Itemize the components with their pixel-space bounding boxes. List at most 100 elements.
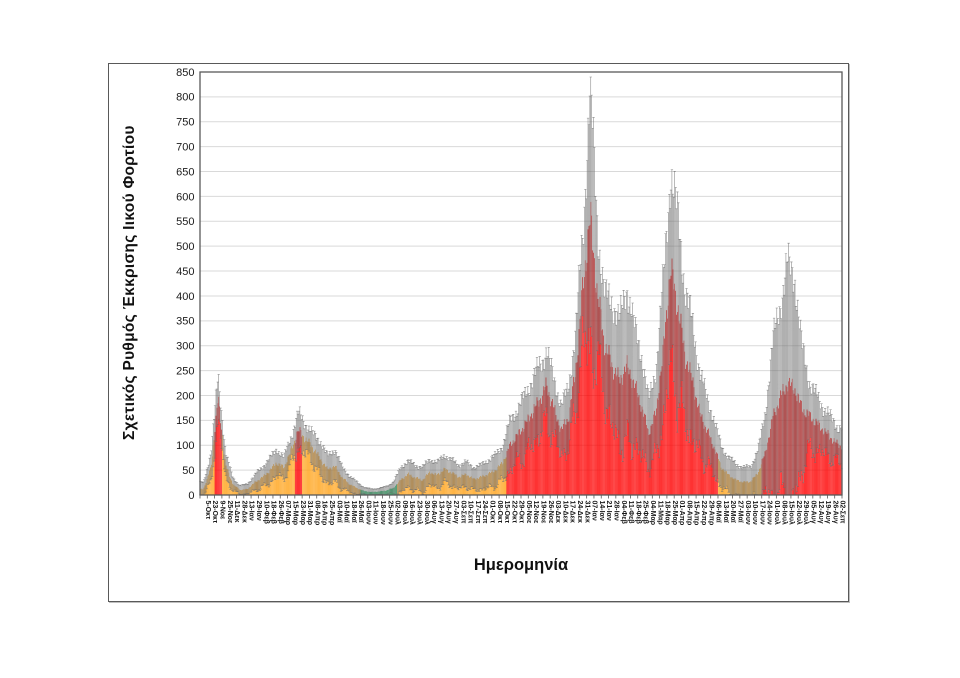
svg-text:02-Σεπ: 02-Σεπ — [839, 501, 846, 525]
svg-text:03-Ιουν: 03-Ιουν — [744, 501, 751, 525]
svg-text:11-Δεκ: 11-Δεκ — [233, 501, 240, 523]
svg-text:08-Οκτ: 08-Οκτ — [496, 501, 503, 524]
svg-text:04-Μαρ: 04-Μαρ — [649, 501, 656, 526]
svg-text:26-Μαϊ: 26-Μαϊ — [357, 501, 364, 524]
svg-text:15-Μαρ: 15-Μαρ — [291, 501, 298, 526]
y-axis-title: Σχετικός Ρυθμός Έκκρισης Ιικού Φορτίου — [121, 125, 138, 441]
svg-text:11-Μαρ: 11-Μαρ — [656, 501, 663, 526]
svg-text:01-Οκτ: 01-Οκτ — [488, 501, 495, 524]
svg-text:350: 350 — [176, 316, 194, 328]
svg-text:23-Οκτ: 23-Οκτ — [211, 501, 218, 524]
svg-text:25-Μαρ: 25-Μαρ — [671, 501, 678, 526]
svg-text:07-Ιαν: 07-Ιαν — [591, 501, 598, 521]
svg-text:09-Ιουλ: 09-Ιουλ — [401, 501, 409, 525]
svg-text:05-Αυγ: 05-Αυγ — [809, 501, 816, 524]
svg-text:03-Ιουν: 03-Ιουν — [364, 501, 371, 525]
svg-text:18-Μαρ: 18-Μαρ — [664, 501, 671, 526]
svg-text:17-Σεπ: 17-Σεπ — [474, 501, 481, 525]
svg-text:24-Δεκ: 24-Δεκ — [576, 501, 583, 523]
svg-text:10-Σεπ: 10-Σεπ — [467, 501, 474, 525]
svg-text:05-Νοε: 05-Νοε — [525, 501, 532, 524]
svg-text:08-Απρ: 08-Απρ — [313, 501, 320, 527]
svg-text:27-Μαϊ: 27-Μαϊ — [737, 501, 744, 524]
svg-text:26-Φεβ: 26-Φεβ — [277, 501, 284, 525]
svg-text:06-Μαϊ: 06-Μαϊ — [715, 501, 722, 524]
svg-text:700: 700 — [176, 142, 194, 154]
viral-load-chart-figure: 5-Οκτ 23-Οκτ 9-Νοε 25-Νοε 11-Δεκ 28-Δεκ 13-Ιαν… — [108, 63, 849, 602]
svg-text:20-Αυγ: 20-Αυγ — [445, 501, 452, 524]
svg-text:20-Μαϊ: 20-Μαϊ — [729, 501, 736, 524]
svg-text:16-Απρ: 16-Απρ — [321, 501, 328, 527]
svg-text:01-Ιουλ: 01-Ιουλ — [773, 501, 781, 525]
svg-text:14-Ιαν: 14-Ιαν — [598, 501, 605, 521]
svg-text:25-Απρ: 25-Απρ — [328, 501, 335, 527]
gridlines — [200, 72, 842, 495]
svg-text:19-Νοε: 19-Νοε — [540, 501, 547, 524]
svg-text:15-Απρ: 15-Απρ — [693, 501, 700, 527]
svg-text:550: 550 — [176, 216, 194, 228]
svg-text:29-Οκτ: 29-Οκτ — [518, 501, 525, 524]
svg-text:25-Φεβ: 25-Φεβ — [642, 501, 649, 525]
svg-text:15-Ιουλ: 15-Ιουλ — [788, 501, 796, 525]
svg-text:08-Ιουλ: 08-Ιουλ — [780, 501, 788, 525]
svg-text:21-Ιαν: 21-Ιαν — [605, 501, 612, 521]
x-axis-title: Ημερομηνία — [473, 556, 569, 574]
svg-text:10-Μαϊ: 10-Μαϊ — [343, 501, 350, 524]
svg-text:500: 500 — [176, 241, 194, 253]
svg-text:27-Αυγ: 27-Αυγ — [452, 501, 459, 524]
svg-text:01-Απρ: 01-Απρ — [678, 501, 685, 527]
svg-text:10-Ιουν: 10-Ιουν — [751, 501, 758, 525]
svg-text:28-Δεκ: 28-Δεκ — [240, 501, 247, 523]
svg-text:03-Σεπ: 03-Σεπ — [459, 501, 466, 525]
svg-text:5-Οκτ: 5-Οκτ — [204, 501, 211, 521]
svg-text:50: 50 — [182, 465, 194, 477]
svg-text:750: 750 — [176, 117, 194, 129]
svg-text:10-Φεβ: 10-Φεβ — [262, 501, 269, 525]
y-tick-labels: 0 50 100 150 200 250 300 350 400 450 500 550 600 650 7… — [176, 67, 194, 502]
svg-text:03-Δεκ: 03-Δεκ — [554, 501, 561, 523]
svg-text:19-Αυγ: 19-Αυγ — [824, 501, 831, 524]
svg-text:26-Αυγ: 26-Αυγ — [831, 501, 838, 524]
svg-text:18-Μαϊ: 18-Μαϊ — [350, 501, 357, 524]
svg-text:16-Ιουλ: 16-Ιουλ — [408, 501, 416, 525]
svg-text:12-Αυγ: 12-Αυγ — [817, 501, 824, 524]
svg-text:30-Ιουλ: 30-Ιουλ — [423, 501, 431, 525]
svg-text:24-Σεπ: 24-Σεπ — [481, 501, 488, 525]
svg-text:650: 650 — [176, 166, 194, 178]
svg-text:18-Ιουν: 18-Ιουν — [379, 501, 386, 525]
svg-text:02-Ιουλ: 02-Ιουλ — [394, 501, 402, 525]
svg-text:04-Φεβ: 04-Φεβ — [620, 501, 627, 525]
svg-text:300: 300 — [176, 341, 194, 353]
svg-text:150: 150 — [176, 415, 194, 427]
svg-text:13-Ιαν: 13-Ιαν — [248, 501, 255, 521]
svg-text:10-Δεκ: 10-Δεκ — [561, 501, 568, 523]
svg-text:9-Νοε: 9-Νοε — [219, 501, 226, 521]
svg-text:18-Φεβ: 18-Φεβ — [634, 501, 641, 525]
svg-text:15-Οκτ: 15-Οκτ — [503, 501, 510, 524]
svg-text:07-Μαρ: 07-Μαρ — [284, 501, 291, 526]
svg-text:11-Ιουν: 11-Ιουν — [372, 501, 379, 525]
svg-text:250: 250 — [176, 365, 194, 377]
svg-text:25-Νοε: 25-Νοε — [226, 501, 233, 524]
x-tick-marks — [199, 495, 843, 499]
svg-text:24-Ιουν: 24-Ιουν — [766, 501, 773, 525]
svg-text:06-Αυγ: 06-Αυγ — [430, 501, 437, 524]
svg-text:17-Δεκ: 17-Δεκ — [569, 501, 576, 523]
svg-text:400: 400 — [176, 291, 194, 303]
svg-text:25-Ιουν: 25-Ιουν — [386, 501, 393, 525]
svg-text:600: 600 — [176, 191, 194, 203]
svg-text:03-Μαϊ: 03-Μαϊ — [335, 501, 342, 524]
svg-text:13-Μαϊ: 13-Μαϊ — [722, 501, 729, 524]
svg-text:26-Νοε: 26-Νοε — [547, 501, 554, 524]
svg-text:11-Φεβ: 11-Φεβ — [627, 501, 634, 525]
svg-text:18-Φεβ: 18-Φεβ — [270, 501, 277, 525]
svg-text:23-Μαρ: 23-Μαρ — [299, 501, 306, 526]
svg-text:28-Ιαν: 28-Ιαν — [612, 501, 619, 521]
svg-text:17-Ιουν: 17-Ιουν — [758, 501, 765, 525]
svg-text:12-Νοε: 12-Νοε — [532, 501, 539, 524]
svg-text:13-Αυγ: 13-Αυγ — [437, 501, 444, 524]
x-tick-labels: 5-Οκτ 23-Οκτ 9-Νοε 25-Νοε 11-Δεκ 28-Δεκ 13-Ιαν… — [204, 501, 846, 527]
svg-text:100: 100 — [176, 440, 194, 452]
svg-text:850: 850 — [176, 67, 194, 79]
